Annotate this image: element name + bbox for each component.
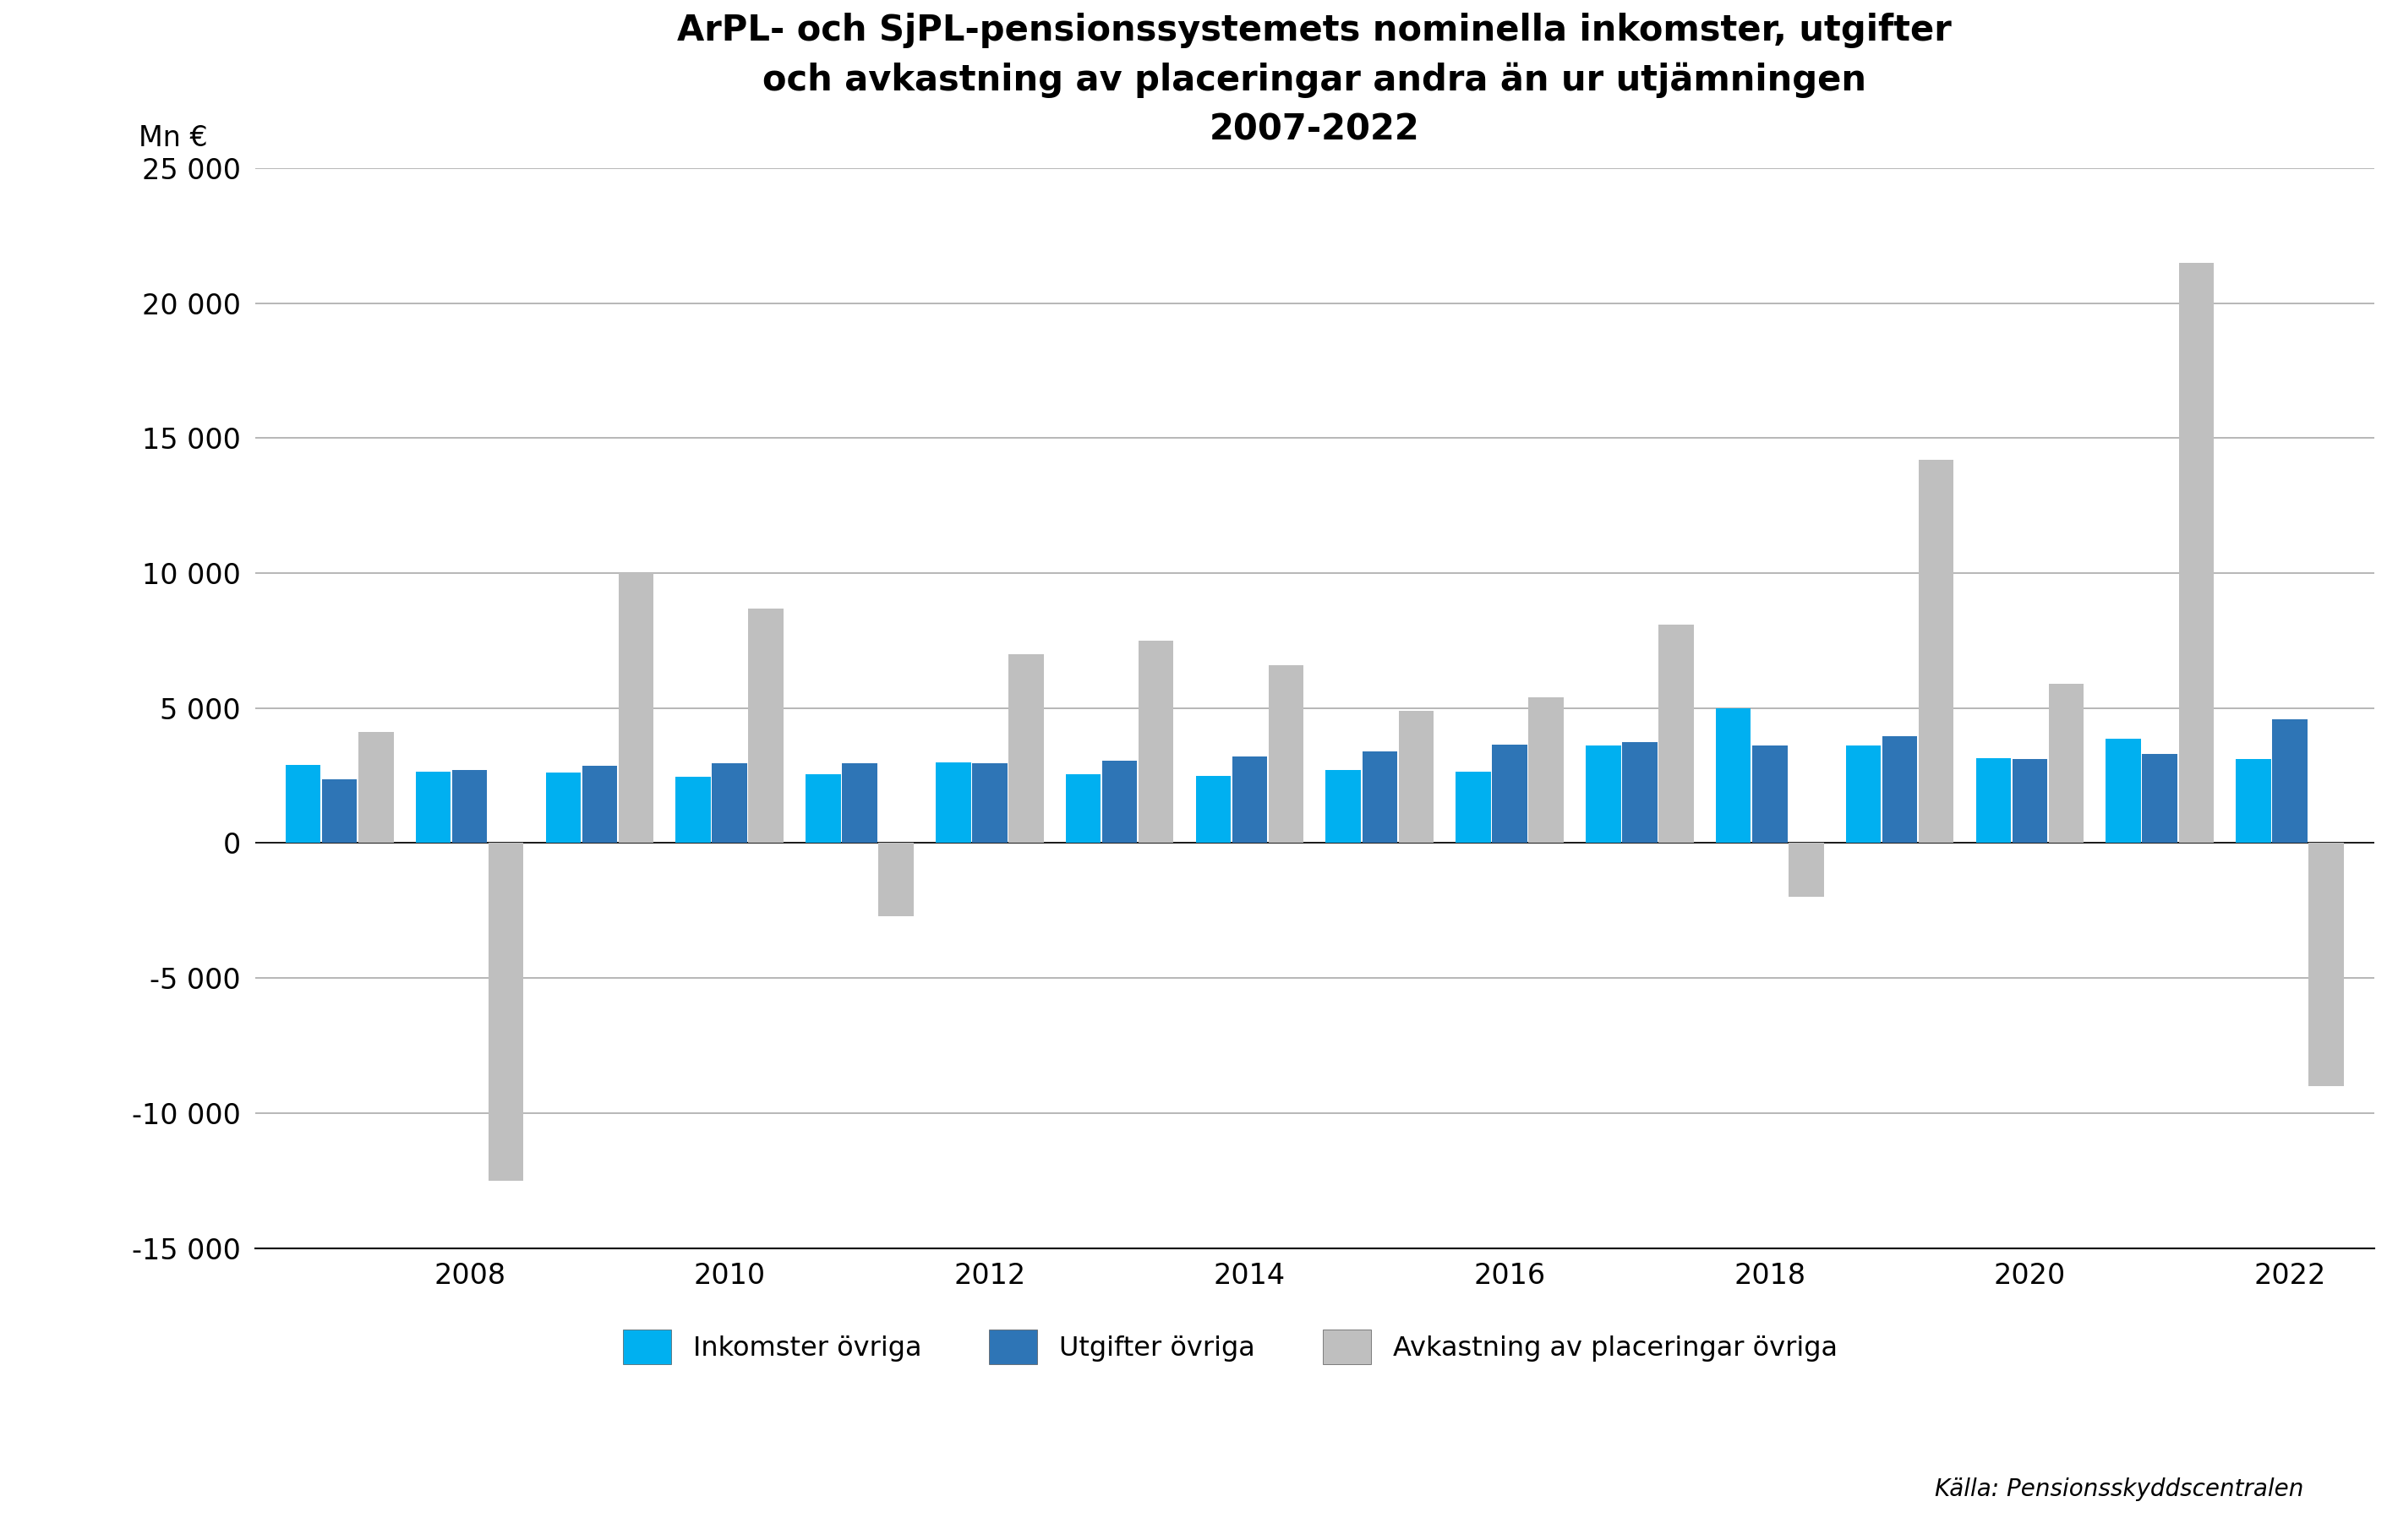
Legend: Inkomster övriga, Utgifter övriga, Avkastning av placeringar övriga: Inkomster övriga, Utgifter övriga, Avkas…	[611, 1318, 1848, 1375]
Bar	[1363, 752, 1396, 842]
Bar	[286, 765, 320, 842]
Bar	[618, 573, 654, 842]
Bar	[1196, 776, 1232, 842]
Text: Källa: Pensionsskyddscentralen: Källa: Pensionsskyddscentralen	[1933, 1478, 2303, 1502]
Bar	[2272, 719, 2308, 842]
Bar	[1492, 744, 1528, 842]
Bar	[1585, 745, 1621, 842]
Bar	[972, 764, 1007, 842]
Bar	[1716, 708, 1752, 842]
Bar	[936, 762, 972, 842]
Bar	[676, 776, 711, 842]
Bar	[1103, 761, 1136, 842]
Bar	[2141, 755, 2177, 842]
Bar	[2179, 263, 2213, 842]
Bar	[1325, 770, 1361, 842]
Bar	[807, 775, 840, 842]
Bar	[358, 733, 394, 842]
Bar	[1919, 459, 1953, 842]
Bar	[843, 764, 876, 842]
Bar	[1788, 842, 1824, 898]
Bar	[1976, 758, 2010, 842]
Bar	[750, 608, 783, 842]
Bar	[582, 765, 618, 842]
Bar	[2237, 759, 2270, 842]
Bar	[1528, 698, 1563, 842]
Bar	[1752, 745, 1788, 842]
Title: ArPL- och SjPL-pensionssystemets nominella inkomster, utgifter
och avkastning av: ArPL- och SjPL-pensionssystemets nominel…	[678, 12, 1953, 148]
Bar	[1456, 772, 1492, 842]
Bar	[322, 779, 358, 842]
Bar	[1232, 756, 1267, 842]
Bar	[2048, 684, 2084, 842]
Text: Mn €: Mn €	[138, 125, 208, 152]
Bar	[1623, 742, 1657, 842]
Bar	[2308, 842, 2344, 1086]
Bar	[489, 842, 523, 1181]
Bar	[1007, 654, 1043, 842]
Bar	[1139, 641, 1174, 842]
Bar	[1065, 775, 1100, 842]
Bar	[415, 772, 451, 842]
Bar	[878, 842, 914, 916]
Bar	[547, 773, 580, 842]
Bar	[711, 764, 747, 842]
Bar	[1399, 711, 1435, 842]
Bar	[2105, 739, 2141, 842]
Bar	[451, 770, 487, 842]
Bar	[1659, 624, 1695, 842]
Bar	[2012, 759, 2048, 842]
Bar	[1845, 745, 1881, 842]
Bar	[1267, 665, 1303, 842]
Bar	[1883, 736, 1917, 842]
